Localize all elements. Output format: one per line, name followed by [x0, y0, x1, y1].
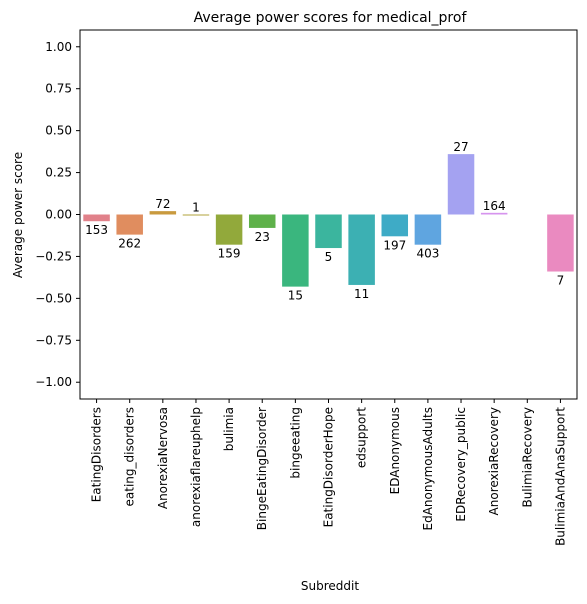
bar — [447, 154, 475, 215]
data-label: 159 — [218, 247, 241, 261]
data-label: 27 — [453, 140, 468, 154]
x-tick-label: EatingDisorders — [90, 407, 104, 502]
chart-title: Average power scores for medical_prof — [194, 10, 468, 26]
bar — [348, 214, 375, 285]
x-tick-label: edsupport — [355, 407, 369, 468]
x-tick-label: bingeeating — [288, 407, 302, 479]
data-label: 23 — [255, 230, 270, 244]
data-label: 11 — [354, 287, 369, 301]
x-tick-label: EdAnonymousAdults — [421, 407, 435, 530]
x-tick-label: bulimia — [222, 407, 236, 451]
y-tick-label: 1.00 — [45, 40, 72, 54]
data-label: 197 — [383, 238, 406, 252]
bar — [315, 214, 342, 249]
data-label: 15 — [288, 289, 303, 303]
plot-area: 1.00 0.75 0.50 0.25 0.00 −0.25 −0.50 −0.75 −1.00… — [35, 40, 574, 546]
bar — [215, 214, 243, 245]
y-tick-label: −0.25 — [35, 249, 72, 263]
bar — [414, 214, 442, 245]
x-tick-label: BulimiaAndAnaSupport — [553, 407, 567, 546]
x-tick-label: AnorexiaNervosa — [156, 407, 170, 509]
y-axis-label: Average power score — [11, 152, 25, 278]
data-label: 262 — [118, 237, 141, 251]
bar — [381, 214, 409, 237]
y-tick-label: −1.00 — [35, 375, 72, 389]
x-tick-label: EDRecovery_public — [454, 407, 468, 522]
bar — [480, 212, 508, 215]
bar — [182, 214, 210, 216]
x-tick-label: anorexiaflareuphelp — [189, 407, 203, 527]
y-tick-label: 0.25 — [45, 166, 72, 180]
plot-frame — [79, 29, 578, 400]
data-label: 403 — [416, 247, 439, 261]
x-tick-label: EatingDisorderHope — [322, 407, 336, 527]
x-tick-label: BulimiaRecovery — [520, 407, 534, 508]
data-label: 164 — [483, 199, 506, 213]
data-label: 5 — [325, 250, 333, 264]
y-tick-label: 0.75 — [45, 82, 72, 96]
data-label: 72 — [155, 197, 170, 211]
data-label: 7 — [557, 274, 565, 288]
bar — [547, 214, 574, 272]
y-tick-label: 0.00 — [45, 208, 72, 222]
data-label: 153 — [85, 223, 108, 237]
x-tick-label: BingeEatingDisorder — [255, 407, 269, 530]
x-axis-label: Subreddit — [301, 579, 359, 593]
x-tick-label: EDAnonymous — [388, 407, 402, 494]
data-label: 1 — [192, 201, 200, 215]
bar — [83, 214, 110, 222]
x-tick-label: AnorexiaRecovery — [487, 407, 501, 515]
y-tick-label: −0.75 — [35, 333, 72, 347]
y-tick-label: −0.50 — [35, 291, 72, 305]
x-tick-label: eating_disorders — [123, 407, 137, 506]
y-tick-label: 0.50 — [45, 124, 72, 138]
bar — [116, 214, 143, 235]
bar — [282, 214, 309, 287]
bar — [248, 214, 276, 228]
bar — [149, 211, 177, 215]
